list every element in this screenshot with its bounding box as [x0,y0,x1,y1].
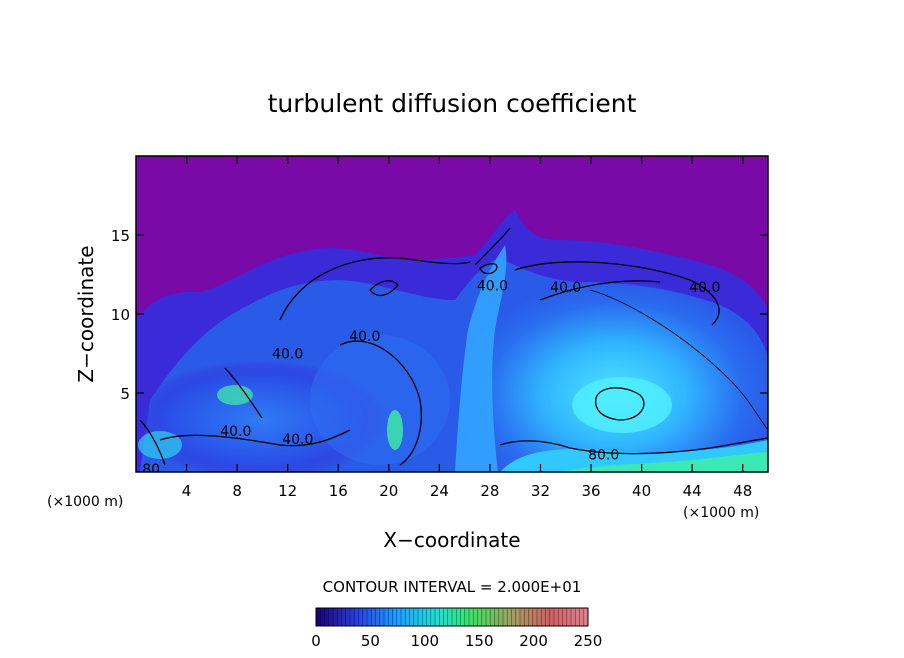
x-tick-label: 36 [581,482,600,500]
field-patch-1 [217,385,253,405]
x-tick-label: 44 [683,482,702,500]
colorbar-tick-label: 150 [465,632,494,650]
colorbar-ticks: 0 50 100 150 200 250 [311,632,602,650]
colorbar-tick-label: 100 [410,632,439,650]
contour-label: 40.0 [282,432,313,448]
colorbar-tick-label: 200 [519,632,548,650]
colorbar-tick-label: 0 [311,632,321,650]
field-patch-2 [138,431,182,459]
y-tick-label: 15 [111,227,130,245]
y-axis-ticks: 5 10 15 [111,227,768,403]
field-mid [310,335,450,465]
contour-label: 40.0 [349,329,380,345]
contour-line [279,257,471,321]
x-unit-right: (×1000 m) [683,505,759,521]
x-axis-ticks: 4 8 12 16 20 24 28 32 36 40 44 48 [182,156,752,500]
x-axis-title: X−coordinate [383,528,520,552]
contour-label: 40.0 [550,280,581,296]
y-tick-label: 10 [111,306,130,324]
field-plume [455,245,507,472]
contour-line [589,289,768,431]
contour-line [369,280,399,297]
contour-label: 40.0 [220,424,251,440]
contour-label: 40.0 [272,347,303,363]
contour-lines [139,227,768,466]
contour-line [224,367,263,419]
x-tick-label: 12 [278,482,297,500]
colorbar-tick-label: 250 [574,632,603,650]
contour-label: 40.0 [689,280,720,296]
contour-interval: CONTOUR INTERVAL = 2.000E+01 [323,578,582,596]
field-eddy-core [572,377,672,433]
contour-line [339,340,422,466]
contour-label: 80.0 [588,448,619,464]
contour-line [539,280,661,301]
contour-line [474,227,511,266]
x-tick-label: 8 [232,482,242,500]
x-tick-label: 16 [329,482,348,500]
x-tick-label: 24 [430,482,449,500]
contour-labels: 40.0 40.0 40.0 40.0 40.0 40.0 40.0 80.0 80 [142,279,720,478]
colorbar: 0 50 100 150 200 250 [311,607,602,650]
colorbar-frame [315,607,589,627]
contour-line [594,387,645,421]
chart-title: turbulent diffusion coefficient [268,89,637,118]
contour-line [139,419,166,466]
x-tick-label: 40 [632,482,651,500]
field-bottom-green [560,452,768,472]
y-tick-label: 5 [120,385,130,403]
x-tick-label: 32 [531,482,550,500]
x-unit-left: (×1000 m) [47,494,123,510]
contour-line [499,437,768,455]
colorbar-stripes [319,608,585,626]
contour-line [479,263,498,275]
contour-line [514,261,720,326]
field-eddy [455,280,768,472]
x-tick-label: 4 [182,482,192,500]
field-patch-3 [387,410,403,450]
y-axis-title: Z−coordinate [74,245,98,382]
x-tick-label: 28 [480,482,499,500]
contour-label: 80 [142,462,160,478]
heatmap-field: 40.0 40.0 40.0 40.0 40.0 40.0 40.0 80.0 80 [136,156,768,478]
contour-label: 40.0 [477,279,508,295]
x-tick-label: 48 [733,482,752,500]
colorbar-tick-label: 50 [361,632,380,650]
x-tick-label: 20 [379,482,398,500]
contour-line [159,429,351,447]
